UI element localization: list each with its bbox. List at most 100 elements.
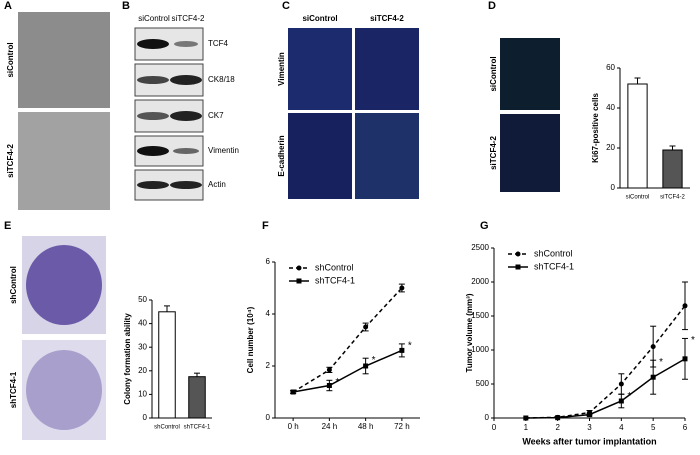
- band: [173, 148, 199, 154]
- x-tick-label: 5: [651, 423, 656, 432]
- x-tick-label: siControl: [626, 195, 650, 201]
- dish: [26, 350, 102, 430]
- marker: [587, 412, 592, 418]
- x-tick-label: siTCF4-2: [660, 195, 685, 201]
- y-tick-label: 2000: [471, 277, 489, 286]
- y-tick-label: 2: [266, 361, 271, 370]
- y-tick-label: 0: [485, 413, 490, 422]
- row-label: siTCF4-2: [6, 144, 15, 178]
- marker: [618, 398, 624, 404]
- y-tick-label: 0: [611, 183, 616, 192]
- x-tick-label: 0 h: [288, 422, 299, 431]
- x-tick-label: 72 h: [394, 422, 410, 431]
- row-label: shTCF4-1: [9, 371, 18, 408]
- panel-label: D: [488, 0, 496, 12]
- band: [170, 75, 202, 85]
- band: [174, 41, 198, 47]
- significance-label: *: [691, 335, 695, 346]
- row-label: siTCF4-2: [489, 136, 498, 170]
- significance-label: *: [408, 341, 412, 352]
- dish: [26, 245, 102, 325]
- marker: [363, 363, 369, 369]
- bar: [188, 376, 206, 419]
- series-line: [525, 305, 686, 419]
- significance-label: *: [335, 377, 339, 388]
- band-label: TCF4: [208, 39, 229, 48]
- column-label: siTCF4-2: [172, 14, 205, 23]
- error-bar: [669, 145, 676, 150]
- legend-label: shControl: [315, 262, 354, 272]
- error-bar: [634, 77, 641, 84]
- marker: [515, 251, 521, 257]
- legend-label: shTCF4-1: [534, 261, 574, 271]
- row-label: siControl: [6, 42, 15, 77]
- y-tick-label: 4: [266, 309, 271, 318]
- panel-label: F: [262, 220, 269, 232]
- band: [137, 76, 169, 84]
- x-tick-label: 4: [619, 423, 624, 432]
- marker: [618, 381, 624, 387]
- x-tick-label: 6: [683, 423, 688, 432]
- marker: [515, 264, 521, 270]
- y-tick-label: 10: [138, 390, 147, 399]
- column-label: siControl: [302, 14, 337, 23]
- significance-label: *: [372, 355, 376, 366]
- marker: [682, 356, 688, 362]
- series-line: [292, 349, 403, 393]
- y-tick-label: 20: [138, 366, 147, 375]
- y-axis-label: Ki67-positive cells: [591, 93, 600, 163]
- bar: [662, 149, 683, 189]
- x-tick-label: 1: [524, 423, 529, 432]
- marker: [650, 344, 656, 350]
- y-axis-label: Colony formation ability: [123, 313, 132, 405]
- x-tick-label: 3: [587, 423, 592, 432]
- x-tick-label: 48 h: [358, 422, 374, 431]
- micrograph: [18, 112, 110, 210]
- marker: [326, 383, 332, 388]
- x-tick-label: shTCF4-1: [184, 425, 211, 431]
- x-tick-label: 2: [555, 423, 560, 432]
- band: [137, 181, 169, 189]
- series-line: [525, 358, 686, 419]
- row-label: shControl: [9, 266, 18, 304]
- x-tick-label: 24 h: [322, 422, 338, 431]
- panel-label: B: [122, 0, 130, 12]
- x-tick-label: shControl: [154, 425, 180, 431]
- y-tick-label: 40: [138, 319, 147, 328]
- legend-label: shTCF4-1: [315, 275, 355, 285]
- marker: [399, 347, 405, 353]
- panel-label: E: [4, 220, 11, 232]
- band: [137, 112, 169, 120]
- marker: [290, 389, 296, 395]
- row-label: siControl: [489, 56, 498, 91]
- micrograph: [288, 113, 352, 199]
- micrographs: [18, 12, 560, 440]
- marker: [296, 265, 302, 271]
- band-label: CK8/18: [208, 75, 235, 84]
- y-tick-label: 20: [606, 143, 615, 152]
- y-tick-label: 1500: [471, 311, 489, 320]
- y-tick-label: 60: [606, 63, 615, 72]
- band: [137, 146, 169, 156]
- panel-label: A: [4, 0, 12, 12]
- micrograph: [355, 28, 419, 110]
- band: [137, 39, 169, 49]
- panel-label: G: [480, 220, 489, 232]
- legend-label: shControl: [534, 248, 573, 258]
- x-axis-label: Weeks after tumor implantation: [522, 436, 656, 446]
- marker: [555, 415, 561, 421]
- y-axis-label: Tumor volume (mm³): [465, 293, 474, 372]
- column-label: siTCF4-2: [370, 14, 404, 23]
- marker: [326, 367, 332, 373]
- band: [170, 111, 202, 121]
- marker: [523, 415, 529, 421]
- y-tick-label: 40: [606, 103, 615, 112]
- y-tick-label: 500: [476, 379, 490, 388]
- row-label: E-cadherin: [277, 135, 286, 176]
- column-label: siControl: [138, 14, 170, 23]
- micrograph: [288, 28, 352, 110]
- marker: [363, 324, 369, 330]
- series-line: [292, 287, 403, 393]
- bar: [158, 311, 176, 419]
